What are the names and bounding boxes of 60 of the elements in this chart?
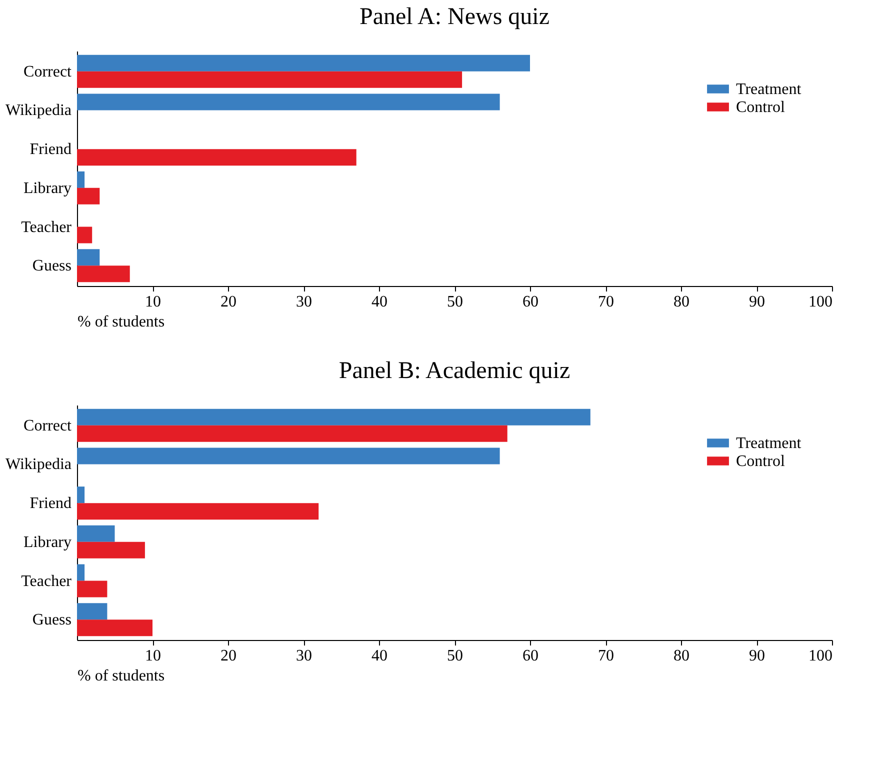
- x-tick-label: 100: [808, 294, 832, 310]
- x-tick-label: 10: [145, 648, 161, 664]
- legend-label: Treatment: [736, 81, 802, 98]
- x-tick-label: 50: [447, 294, 463, 310]
- legend-label: Control: [736, 453, 786, 470]
- y-tick-label: Wikipedia: [6, 102, 72, 120]
- x-tick-label: 30: [296, 294, 312, 310]
- x-tick-label: 20: [220, 648, 236, 664]
- x-axis-title: % of students: [78, 668, 165, 684]
- x-tick-label: 20: [220, 294, 236, 310]
- bar: [77, 149, 356, 166]
- bar: [77, 54, 530, 72]
- y-tick-label: Correct: [24, 63, 72, 80]
- y-tick-label: Library: [24, 180, 72, 197]
- x-tick-label: 70: [598, 294, 614, 310]
- x-tick-label: 80: [674, 648, 690, 664]
- bar: [77, 249, 100, 266]
- x-tick-label: 100: [808, 648, 832, 664]
- bar: [77, 542, 145, 558]
- legend-label: Treatment: [736, 435, 802, 452]
- y-tick-label: Wikipedia: [6, 456, 72, 474]
- x-tick-label: 50: [447, 648, 463, 664]
- y-tick-label: Friend: [30, 495, 72, 512]
- bar: [77, 188, 100, 204]
- bar: [77, 525, 115, 542]
- bar: [77, 620, 152, 636]
- y-tick-label: Guess: [32, 612, 72, 629]
- bar: [77, 71, 462, 88]
- y-tick-label: Correct: [24, 417, 72, 434]
- y-tick-label: Friend: [30, 141, 72, 158]
- x-tick-label: 80: [674, 294, 690, 310]
- bar: [77, 171, 85, 188]
- x-tick-label: 70: [598, 648, 614, 664]
- x-tick-label: 40: [372, 648, 388, 664]
- bar: [77, 226, 92, 244]
- x-tick-label: 30: [296, 648, 312, 664]
- y-tick-label: Teacher: [21, 572, 72, 590]
- x-tick-label: 10: [145, 294, 161, 310]
- bar: [77, 266, 130, 282]
- y-tick-label: Teacher: [21, 218, 72, 236]
- y-tick-label: Library: [24, 534, 72, 551]
- x-axis-title: % of students: [78, 314, 165, 330]
- bar: [77, 580, 108, 598]
- bar: [77, 448, 500, 464]
- bar: [77, 408, 590, 426]
- chart-title: Panel A: News quiz: [360, 4, 550, 30]
- x-tick-label: 60: [522, 294, 538, 310]
- bar: [77, 564, 85, 581]
- bar: [77, 94, 500, 110]
- bar: [77, 503, 319, 520]
- chart-title: Panel B: Academic quiz: [338, 358, 570, 384]
- x-tick-label: 90: [749, 294, 765, 310]
- x-tick-label: 40: [372, 294, 388, 310]
- x-tick-label: 90: [749, 648, 765, 664]
- legend-label: Control: [736, 99, 786, 116]
- y-tick-label: Guess: [32, 258, 72, 275]
- bar: [77, 603, 108, 620]
- bar: [77, 486, 85, 504]
- bar: [77, 425, 508, 442]
- x-tick-label: 60: [522, 648, 538, 664]
